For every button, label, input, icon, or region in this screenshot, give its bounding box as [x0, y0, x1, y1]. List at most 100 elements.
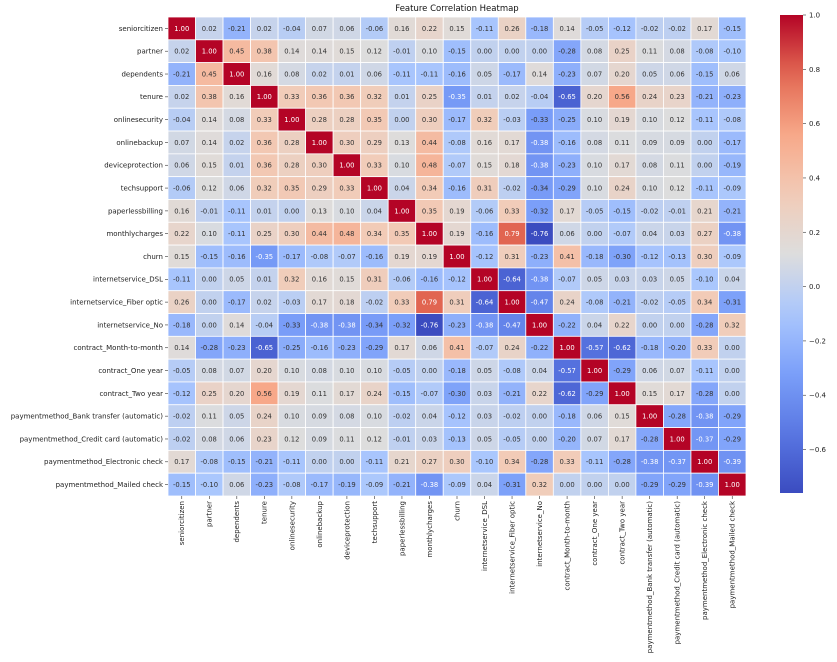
cell-value-label: 0.22	[615, 321, 630, 329]
cell-value-label: 0.06	[339, 25, 354, 33]
cell-value-label: 0.02	[257, 25, 272, 33]
cell-value-label: -0.25	[283, 344, 301, 352]
cell-value-label: -0.23	[558, 70, 576, 78]
cell-value-label: 0.17	[615, 162, 630, 170]
cell-value-label: -0.47	[503, 321, 521, 329]
cell-value-label: -0.11	[393, 70, 411, 78]
cell-value-label: -0.08	[200, 458, 218, 466]
colorbar-tick-label: −0.2	[809, 337, 826, 345]
cell-value-label: 0.00	[560, 481, 575, 489]
cell-value-label: -0.01	[393, 48, 411, 56]
cell-value-label: 0.20	[587, 93, 602, 101]
cell-value-label: -0.02	[366, 299, 384, 307]
cell-value-label: 0.08	[202, 435, 217, 443]
cell-value-label: -0.20	[558, 435, 576, 443]
cell-value-label: -0.10	[200, 481, 218, 489]
cell-value-label: 0.25	[257, 230, 272, 238]
cell-value-label: 0.17	[339, 390, 354, 398]
cell-value-label: 0.32	[257, 184, 272, 192]
cell-value-label: 0.05	[229, 276, 244, 284]
cell-value-label: 0.12	[367, 48, 382, 56]
cell-value-label: 0.18	[339, 299, 354, 307]
cell-value-label: 0.22	[174, 230, 189, 238]
cell-value-label: 0.33	[560, 458, 575, 466]
cell-value-label: 0.33	[284, 93, 299, 101]
cell-value-label: 0.08	[670, 48, 685, 56]
cell-value-label: 0.34	[422, 184, 437, 192]
cell-value-label: 0.10	[642, 184, 657, 192]
cell-value-label: 0.00	[312, 458, 327, 466]
chart-title: Feature Correlation Heatmap	[395, 4, 518, 14]
cell-value-label: -0.11	[476, 25, 494, 33]
cell-value-label: -0.28	[696, 321, 714, 329]
cell-value-label: 0.16	[229, 93, 244, 101]
cell-value-label: 0.38	[257, 48, 272, 56]
y-tick-label: partner	[137, 48, 163, 56]
cell-value-label: 0.31	[449, 299, 464, 307]
cell-value-label: 0.27	[422, 458, 437, 466]
x-tick-label: partner	[206, 501, 214, 527]
cell-value-label: -0.33	[283, 321, 301, 329]
cell-value-label: 0.10	[284, 367, 299, 375]
cell-value-label: 0.07	[670, 367, 685, 375]
x-tick-label: onlinebackup	[316, 500, 324, 547]
cell-value-label: -0.35	[256, 253, 274, 261]
cell-value-label: -0.23	[723, 93, 741, 101]
cell-value-label: 0.24	[560, 299, 575, 307]
cell-value-label: -0.16	[228, 253, 246, 261]
cell-value-label: 0.12	[367, 435, 382, 443]
cell-value-label: 0.03	[422, 435, 437, 443]
cell-value-label: -0.07	[558, 276, 576, 284]
cell-value-label: -0.08	[311, 253, 329, 261]
cell-value-label: -0.76	[531, 230, 549, 238]
cell-value-label: -0.02	[641, 207, 659, 215]
cell-value-label: -0.37	[668, 458, 686, 466]
cell-value-label: 0.20	[615, 70, 630, 78]
cell-value-label: 0.00	[422, 367, 437, 375]
cell-value-label: -0.57	[558, 367, 576, 375]
cell-value-label: 0.23	[670, 93, 685, 101]
cell-value-label: 0.00	[202, 299, 217, 307]
cell-value-label: -0.30	[613, 253, 631, 261]
cell-value-label: -0.28	[558, 48, 576, 56]
cell-value-label: 0.04	[587, 321, 602, 329]
cell-value-label: 0.31	[504, 253, 519, 261]
colorbar-tick-label: 0.8	[809, 66, 820, 74]
cell-value-label: -0.15	[200, 253, 218, 261]
y-tick-label: tenure	[140, 93, 163, 101]
cell-value-label: -0.29	[668, 481, 686, 489]
cell-value-label: -0.11	[366, 458, 384, 466]
cell-value-label: 0.79	[504, 230, 519, 238]
cell-value-label: 0.17	[615, 435, 630, 443]
cell-value-label: -0.15	[613, 207, 631, 215]
cell-value-label: -0.01	[200, 207, 218, 215]
cell-value-label: -0.23	[228, 344, 246, 352]
cell-value-label: -0.10	[476, 458, 494, 466]
cell-value-label: -0.07	[448, 162, 466, 170]
cell-value-label: 0.10	[394, 162, 409, 170]
cell-value-label: -0.15	[696, 70, 714, 78]
cell-value-label: 0.17	[670, 390, 685, 398]
cell-value-label: -0.18	[641, 344, 659, 352]
y-tick-label: contract_One year	[98, 367, 163, 375]
cell-value-label: -0.16	[476, 230, 494, 238]
cell-value-label: -0.17	[503, 70, 521, 78]
cell-value-label: 1.00	[312, 139, 327, 147]
cell-value-label: -0.39	[723, 458, 741, 466]
cell-value-label: 0.00	[697, 162, 712, 170]
cell-value-label: 0.31	[477, 184, 492, 192]
cell-value-label: 0.29	[367, 139, 382, 147]
cell-value-label: -0.19	[338, 481, 356, 489]
column-labels: seniorcitizen partner dependents tenure onli…	[178, 496, 737, 653]
cell-value-label: -0.04	[283, 25, 301, 33]
y-tick-label: paymentmethod_Credit card (automatic)	[20, 435, 164, 443]
cell-value-label: -0.09	[723, 253, 741, 261]
cell-value-label: 0.79	[422, 299, 437, 307]
cell-value-label: 0.15	[339, 48, 354, 56]
cell-value-label: -0.18	[531, 25, 549, 33]
x-tick-label: deviceprotection	[343, 501, 351, 560]
cell-value-label: 0.00	[532, 435, 547, 443]
cell-value-label: 0.24	[504, 344, 519, 352]
cell-value-label: 0.11	[615, 139, 630, 147]
